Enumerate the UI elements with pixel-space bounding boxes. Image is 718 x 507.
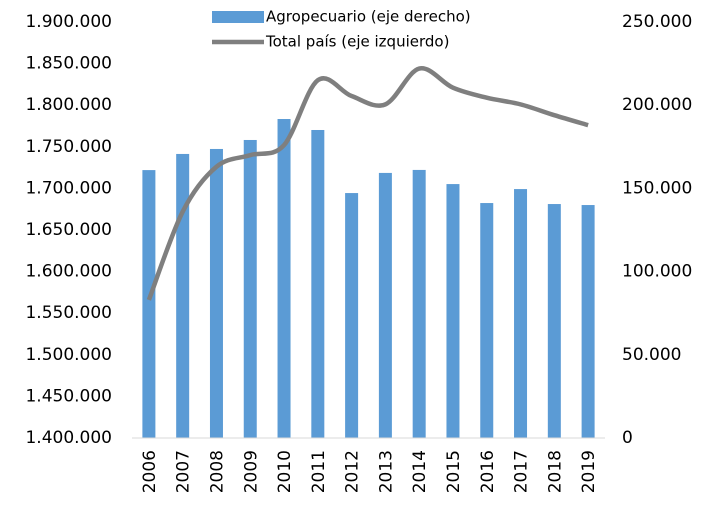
bar: [480, 203, 494, 438]
line: [146, 66, 589, 301]
bar: [378, 172, 392, 438]
bar: [209, 148, 223, 438]
y2-tick-label: 200.000: [622, 95, 692, 115]
bar: [514, 189, 528, 438]
x-tick-label: 2006: [140, 450, 160, 493]
legend-swatch: [212, 11, 264, 23]
y2-tick-label: 100.000: [622, 262, 692, 282]
legend-label: Agropecuario (eje derecho): [266, 8, 471, 26]
y-tick-label: 1.850.000: [25, 54, 112, 74]
bar: [547, 204, 561, 438]
bar: [412, 169, 426, 438]
x-tick-label: 2012: [343, 450, 363, 493]
x-tick-label: 2019: [579, 450, 599, 493]
y2-tick-label: 150.000: [622, 178, 692, 198]
bar: [581, 205, 595, 438]
x-tick-label: 2011: [309, 450, 329, 493]
legend-label: Total país (eje izquierdo): [265, 33, 449, 51]
y-tick-label: 1.650.000: [25, 220, 112, 240]
y-tick-label: 1.900.000: [25, 12, 112, 32]
x-tick-label: 2018: [545, 450, 565, 493]
x-tick-label: 2017: [512, 450, 532, 493]
y-tick-label: 1.450.000: [25, 386, 112, 406]
x-tick-label: 2008: [207, 450, 227, 493]
y2-tick-label: 50.000: [622, 345, 681, 365]
y-tick-label: 1.750.000: [25, 137, 112, 157]
bar: [311, 129, 325, 439]
y-tick-label: 1.400.000: [25, 428, 112, 448]
x-tick-label: 2010: [275, 450, 295, 493]
bar: [243, 139, 257, 438]
y-tick-label: 1.700.000: [25, 178, 112, 198]
y-tick-label: 1.800.000: [25, 95, 112, 115]
x-tick-label: 2013: [376, 450, 396, 493]
y-tick-label: 1.550.000: [25, 303, 112, 323]
bar: [277, 119, 291, 438]
bar: [446, 184, 460, 438]
y-tick-label: 1.500.000: [25, 345, 112, 365]
x-tick-label: 2015: [444, 450, 464, 493]
bar: [142, 170, 156, 438]
y-tick-label: 1.600.000: [25, 262, 112, 282]
x-tick-label: 2014: [410, 450, 430, 493]
x-tick-label: 2009: [241, 450, 261, 493]
bar: [176, 153, 190, 438]
y2-tick-label: 0: [622, 428, 633, 448]
x-tick-label: 2016: [478, 450, 498, 493]
bar: [345, 193, 359, 438]
x-tick-label: 2007: [174, 450, 194, 493]
y2-tick-label: 250.000: [622, 12, 692, 32]
